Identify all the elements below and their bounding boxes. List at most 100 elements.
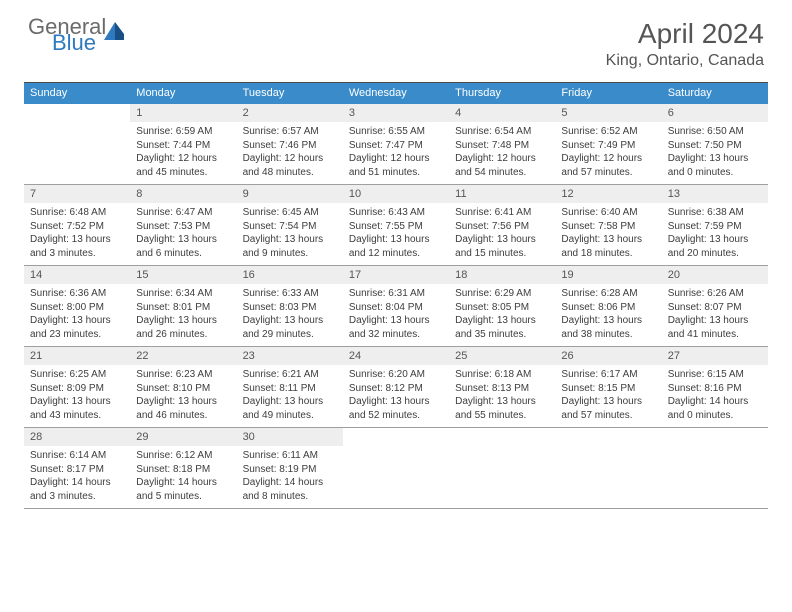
calendar: Sunday Monday Tuesday Wednesday Thursday…	[24, 82, 768, 509]
daylight-text: and 57 minutes.	[561, 409, 655, 423]
daylight-text: Daylight: 13 hours	[349, 233, 443, 247]
sunrise-text: Sunrise: 6:14 AM	[30, 449, 124, 463]
day-body: Sunrise: 6:26 AMSunset: 8:07 PMDaylight:…	[662, 284, 768, 345]
logo: General Blue	[28, 18, 126, 53]
day-body: Sunrise: 6:52 AMSunset: 7:49 PMDaylight:…	[555, 122, 661, 183]
day-body: Sunrise: 6:17 AMSunset: 8:15 PMDaylight:…	[555, 365, 661, 426]
day-body: Sunrise: 6:57 AMSunset: 7:46 PMDaylight:…	[237, 122, 343, 183]
day-body: Sunrise: 6:18 AMSunset: 8:13 PMDaylight:…	[449, 365, 555, 426]
sunset-text: Sunset: 7:44 PM	[136, 139, 230, 153]
day-cell: 10Sunrise: 6:43 AMSunset: 7:55 PMDayligh…	[343, 185, 449, 265]
day-number: 5	[555, 104, 661, 122]
daylight-text: Daylight: 13 hours	[455, 233, 549, 247]
day-cell: 27Sunrise: 6:15 AMSunset: 8:16 PMDayligh…	[662, 347, 768, 427]
daylight-text: Daylight: 14 hours	[243, 476, 337, 490]
daylight-text: and 51 minutes.	[349, 166, 443, 180]
daylight-text: Daylight: 12 hours	[455, 152, 549, 166]
sunset-text: Sunset: 8:16 PM	[668, 382, 762, 396]
day-number: 22	[130, 347, 236, 365]
daylight-text: and 52 minutes.	[349, 409, 443, 423]
sunset-text: Sunset: 8:17 PM	[30, 463, 124, 477]
daylight-text: Daylight: 14 hours	[136, 476, 230, 490]
day-number: 25	[449, 347, 555, 365]
day-number: 1	[130, 104, 236, 122]
daylight-text: Daylight: 13 hours	[668, 314, 762, 328]
day-cell: 16Sunrise: 6:33 AMSunset: 8:03 PMDayligh…	[237, 266, 343, 346]
daylight-text: and 48 minutes.	[243, 166, 337, 180]
sunset-text: Sunset: 7:55 PM	[349, 220, 443, 234]
day-body: Sunrise: 6:31 AMSunset: 8:04 PMDaylight:…	[343, 284, 449, 345]
day-body: Sunrise: 6:50 AMSunset: 7:50 PMDaylight:…	[662, 122, 768, 183]
sunrise-text: Sunrise: 6:38 AM	[668, 206, 762, 220]
sunrise-text: Sunrise: 6:40 AM	[561, 206, 655, 220]
daylight-text: and 0 minutes.	[668, 166, 762, 180]
week-row: 7Sunrise: 6:48 AMSunset: 7:52 PMDaylight…	[24, 185, 768, 266]
daylight-text: and 45 minutes.	[136, 166, 230, 180]
day-number: 21	[24, 347, 130, 365]
daylight-text: and 18 minutes.	[561, 247, 655, 261]
daylight-text: Daylight: 12 hours	[136, 152, 230, 166]
daylight-text: and 35 minutes.	[455, 328, 549, 342]
day-cell: 14Sunrise: 6:36 AMSunset: 8:00 PMDayligh…	[24, 266, 130, 346]
weekday-header: Saturday	[662, 83, 768, 104]
day-body: Sunrise: 6:20 AMSunset: 8:12 PMDaylight:…	[343, 365, 449, 426]
day-cell: 18Sunrise: 6:29 AMSunset: 8:05 PMDayligh…	[449, 266, 555, 346]
sunset-text: Sunset: 8:15 PM	[561, 382, 655, 396]
sunset-text: Sunset: 7:52 PM	[30, 220, 124, 234]
day-cell: 5Sunrise: 6:52 AMSunset: 7:49 PMDaylight…	[555, 104, 661, 184]
day-body: Sunrise: 6:45 AMSunset: 7:54 PMDaylight:…	[237, 203, 343, 264]
sunset-text: Sunset: 7:53 PM	[136, 220, 230, 234]
day-body: Sunrise: 6:34 AMSunset: 8:01 PMDaylight:…	[130, 284, 236, 345]
day-cell: 28Sunrise: 6:14 AMSunset: 8:17 PMDayligh…	[24, 428, 130, 508]
daylight-text: Daylight: 13 hours	[30, 395, 124, 409]
daylight-text: Daylight: 12 hours	[561, 152, 655, 166]
sunrise-text: Sunrise: 6:34 AM	[136, 287, 230, 301]
sunrise-text: Sunrise: 6:29 AM	[455, 287, 549, 301]
empty-cell	[555, 428, 661, 508]
daylight-text: and 46 minutes.	[136, 409, 230, 423]
title-block: April 2024 King, Ontario, Canada	[606, 18, 764, 70]
page-header: General Blue April 2024 King, Ontario, C…	[0, 0, 792, 78]
day-cell: 30Sunrise: 6:11 AMSunset: 8:19 PMDayligh…	[237, 428, 343, 508]
sunset-text: Sunset: 7:58 PM	[561, 220, 655, 234]
location-subtitle: King, Ontario, Canada	[606, 52, 764, 70]
day-body: Sunrise: 6:54 AMSunset: 7:48 PMDaylight:…	[449, 122, 555, 183]
day-body: Sunrise: 6:15 AMSunset: 8:16 PMDaylight:…	[662, 365, 768, 426]
daylight-text: Daylight: 13 hours	[30, 314, 124, 328]
daylight-text: Daylight: 13 hours	[243, 314, 337, 328]
day-body: Sunrise: 6:29 AMSunset: 8:05 PMDaylight:…	[449, 284, 555, 345]
week-row: 14Sunrise: 6:36 AMSunset: 8:00 PMDayligh…	[24, 266, 768, 347]
day-number: 8	[130, 185, 236, 203]
daylight-text: Daylight: 13 hours	[243, 233, 337, 247]
weeks-container: 1Sunrise: 6:59 AMSunset: 7:44 PMDaylight…	[24, 104, 768, 509]
day-number: 24	[343, 347, 449, 365]
sunset-text: Sunset: 7:47 PM	[349, 139, 443, 153]
logo-mark-icon	[104, 20, 126, 40]
daylight-text: Daylight: 13 hours	[561, 395, 655, 409]
day-cell: 22Sunrise: 6:23 AMSunset: 8:10 PMDayligh…	[130, 347, 236, 427]
daylight-text: and 55 minutes.	[455, 409, 549, 423]
daylight-text: and 20 minutes.	[668, 247, 762, 261]
sunrise-text: Sunrise: 6:47 AM	[136, 206, 230, 220]
sunrise-text: Sunrise: 6:59 AM	[136, 125, 230, 139]
sunrise-text: Sunrise: 6:17 AM	[561, 368, 655, 382]
daylight-text: and 8 minutes.	[243, 490, 337, 504]
logo-text-wrap: General Blue	[28, 18, 126, 53]
daylight-text: and 5 minutes.	[136, 490, 230, 504]
sunrise-text: Sunrise: 6:55 AM	[349, 125, 443, 139]
day-number: 20	[662, 266, 768, 284]
sunset-text: Sunset: 8:10 PM	[136, 382, 230, 396]
day-body: Sunrise: 6:11 AMSunset: 8:19 PMDaylight:…	[237, 446, 343, 507]
day-cell: 2Sunrise: 6:57 AMSunset: 7:46 PMDaylight…	[237, 104, 343, 184]
day-number: 9	[237, 185, 343, 203]
sunrise-text: Sunrise: 6:57 AM	[243, 125, 337, 139]
day-body: Sunrise: 6:25 AMSunset: 8:09 PMDaylight:…	[24, 365, 130, 426]
daylight-text: Daylight: 13 hours	[136, 233, 230, 247]
daylight-text: Daylight: 13 hours	[668, 233, 762, 247]
sunset-text: Sunset: 7:48 PM	[455, 139, 549, 153]
weekday-header: Sunday	[24, 83, 130, 104]
daylight-text: and 32 minutes.	[349, 328, 443, 342]
day-body: Sunrise: 6:41 AMSunset: 7:56 PMDaylight:…	[449, 203, 555, 264]
day-number: 2	[237, 104, 343, 122]
day-body: Sunrise: 6:21 AMSunset: 8:11 PMDaylight:…	[237, 365, 343, 426]
